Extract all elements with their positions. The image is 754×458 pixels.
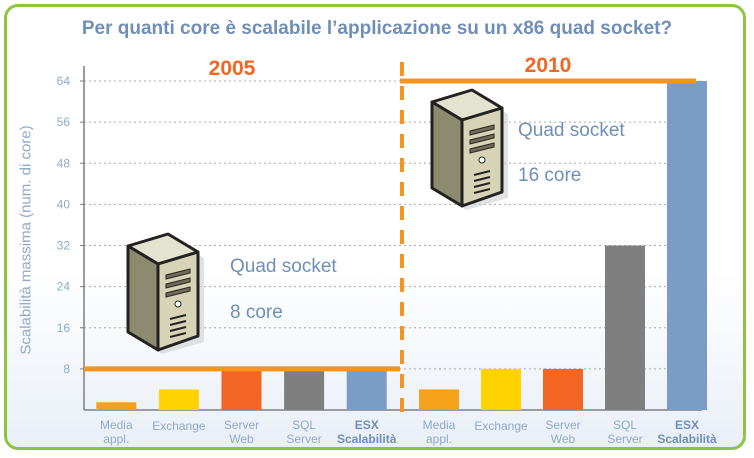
power-button [174, 300, 182, 308]
drive-bay [165, 268, 191, 280]
x-category-label: SQL [613, 418, 637, 432]
callout-2005-line2: 8 core [230, 302, 283, 323]
vent-slot [169, 314, 187, 320]
vent-slot [473, 176, 491, 182]
drive-bay [469, 124, 495, 136]
x-category-label: appl. [426, 432, 452, 446]
x-category-label: Media [100, 418, 133, 432]
server-tower-drawing [126, 232, 204, 354]
callout-2010-line2: 16 core [518, 165, 582, 186]
vent-slot [473, 188, 491, 194]
bar [543, 368, 583, 410]
server-side [430, 100, 464, 208]
vent-slot [169, 332, 187, 338]
server-tower-drawing [430, 88, 508, 210]
bar [481, 368, 521, 410]
callout-2005-line1: Quad socket [230, 256, 337, 277]
power-button [478, 156, 486, 164]
drive-bay [165, 286, 191, 298]
x-category-label: Web [229, 432, 254, 446]
bar [158, 389, 199, 410]
x-category-label: ESX [675, 418, 699, 432]
x-category-label: Server [607, 432, 642, 446]
drive-bay [469, 133, 495, 145]
bar [346, 368, 387, 410]
bar [605, 245, 645, 410]
drive-bay [469, 142, 495, 154]
x-category-label: ESX [355, 418, 379, 432]
vent-slot [473, 182, 491, 188]
bar [96, 402, 137, 410]
bar [284, 368, 325, 410]
y-tick-label: 24 [57, 280, 71, 294]
y-tick-label: 8 [63, 362, 70, 376]
drive-bay [165, 277, 191, 289]
y-tick-label: 56 [57, 115, 71, 129]
bar [667, 81, 707, 410]
x-category-label: Server [224, 418, 259, 432]
x-category-label: SQL [292, 418, 316, 432]
x-category-label: Server [545, 418, 580, 432]
server-side [126, 244, 160, 352]
y-tick-label: 40 [57, 197, 71, 211]
vent-slot [473, 170, 491, 176]
vent-slot [169, 326, 187, 332]
y-tick-label: 16 [57, 321, 71, 335]
x-category-label: Web [551, 432, 576, 446]
period-label: 2010 [525, 54, 572, 77]
period-label: 2005 [209, 57, 256, 80]
callout-2010-line1: Quad socket [518, 120, 625, 141]
x-category-label: Exchange [474, 419, 528, 433]
bar [221, 368, 262, 410]
server-tower-icon [124, 232, 214, 354]
vent-slot [169, 320, 187, 326]
y-tick-label: 32 [57, 239, 71, 253]
x-category-label: Scalabilità [657, 432, 717, 446]
x-category-label: Exchange [152, 419, 206, 433]
bar [419, 389, 459, 410]
chart-title: Per quanti core è scalabile l’applicazio… [81, 18, 673, 39]
x-category-label: appl. [103, 432, 129, 446]
server-tower-icon [428, 88, 518, 212]
y-tick-label: 48 [57, 156, 71, 170]
x-category-label: Server [286, 432, 321, 446]
y-tick-label: 64 [57, 74, 71, 88]
x-category-label: Scalabilità [337, 432, 397, 446]
x-category-label: Media [423, 418, 456, 432]
